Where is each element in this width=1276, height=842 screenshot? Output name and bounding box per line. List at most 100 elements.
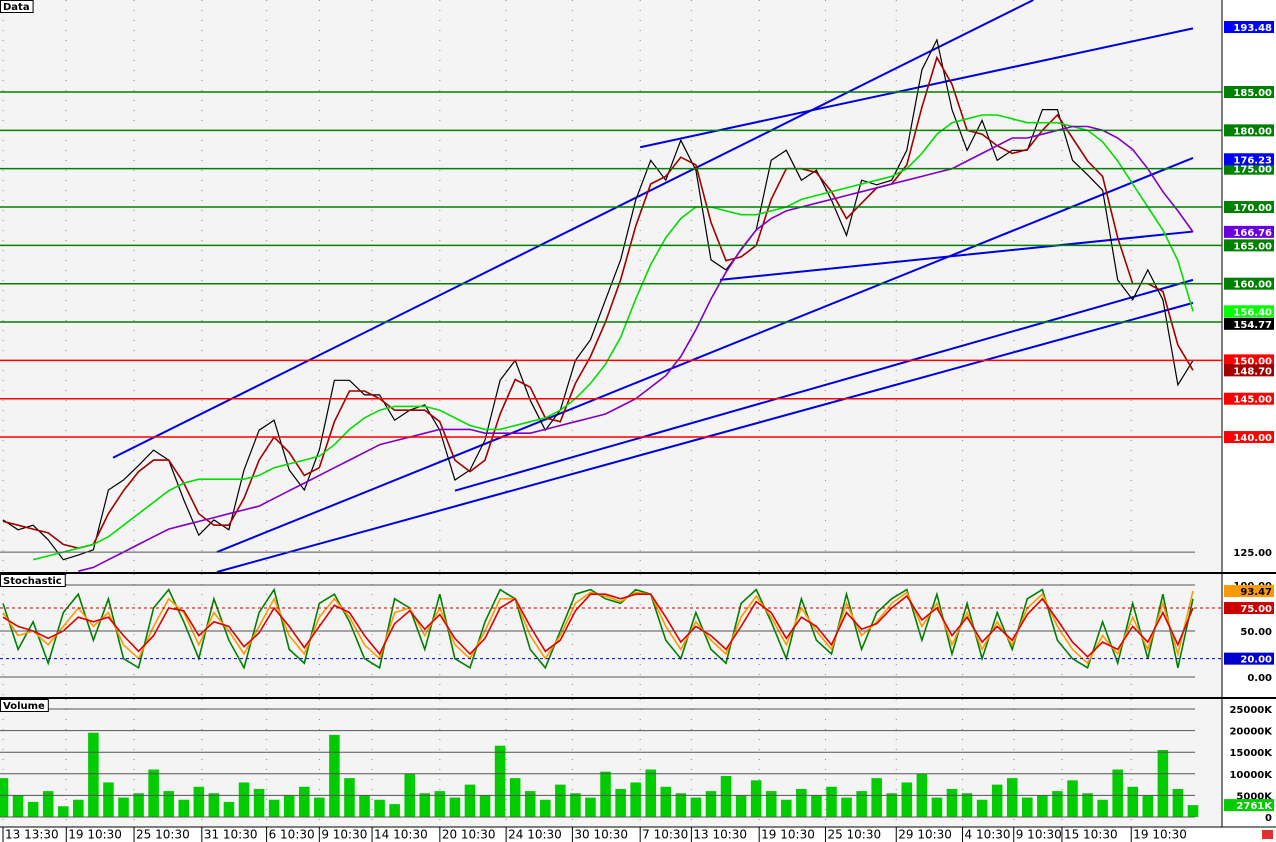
- x-tick-label: 19 10:30: [68, 828, 122, 842]
- bar: [208, 793, 220, 818]
- bar: [1037, 795, 1048, 818]
- bar: [163, 791, 174, 818]
- x-tick-label: 30 10:30: [574, 828, 628, 842]
- bar: [735, 795, 747, 818]
- bar: [961, 793, 973, 818]
- value-marker-label: 176.23: [1233, 155, 1272, 166]
- value-marker: [1224, 364, 1274, 377]
- series-line: [32, 114, 1194, 561]
- value-marker-label: 154.77: [1233, 320, 1272, 331]
- bar: [690, 797, 702, 818]
- bar: [1157, 750, 1169, 818]
- bar: [1022, 797, 1033, 818]
- panel: [0, 699, 1199, 827]
- bar: [344, 778, 355, 818]
- value-marker: [1224, 652, 1274, 665]
- bar: [1067, 780, 1078, 818]
- y-tick-label: 5000K: [1236, 791, 1273, 802]
- trend-line: [454, 278, 1194, 492]
- bar: [1172, 788, 1184, 818]
- bar: [931, 797, 943, 818]
- bar: [630, 782, 641, 818]
- panel: [2, 574, 1194, 697]
- bar: [268, 799, 280, 818]
- bar: [660, 786, 672, 818]
- y-tick-label: 25000K: [1229, 705, 1273, 716]
- bar: [826, 786, 837, 818]
- bar: [570, 793, 581, 818]
- bar: [253, 788, 265, 818]
- bar: [73, 799, 84, 818]
- bar: [434, 791, 446, 818]
- bar: [540, 799, 551, 818]
- bar: [901, 782, 913, 818]
- tick-box: [1224, 392, 1274, 405]
- tick-box: [1224, 239, 1274, 252]
- value-marker: [1224, 225, 1274, 238]
- bar: [976, 799, 988, 818]
- panel-title-box: [0, 0, 34, 13]
- x-tick-label: 20 10:30: [442, 828, 496, 842]
- bar: [314, 797, 325, 818]
- tick-box: [1224, 162, 1274, 175]
- bar: [298, 786, 310, 818]
- bar: [1142, 795, 1154, 818]
- x-tick-label: 13 13:30: [5, 828, 59, 842]
- y-tick-label: 15000K: [1229, 748, 1273, 759]
- y-tick-label: 50.00: [1240, 627, 1272, 638]
- series-line: [2, 593, 1194, 658]
- corner-icon[interactable]: [1262, 830, 1273, 839]
- plot-background: [0, 0, 1222, 827]
- bar: [600, 771, 611, 818]
- bar: [856, 791, 867, 818]
- value-marker: [1224, 317, 1274, 330]
- bar: [1112, 769, 1123, 818]
- bar: [419, 793, 431, 818]
- bar: [509, 778, 521, 818]
- bar: [464, 784, 476, 818]
- bar: [133, 793, 144, 818]
- bar: [796, 788, 807, 818]
- bar: [193, 786, 205, 818]
- x-tick-label: 19 10:30: [761, 828, 815, 842]
- trend-line: [112, 0, 1034, 459]
- bar: [555, 784, 566, 818]
- bar: [374, 799, 385, 818]
- bar: [148, 769, 159, 818]
- bar: [720, 775, 732, 818]
- value-marker-label: 148.70: [1233, 366, 1272, 377]
- tick-box: [1224, 201, 1274, 214]
- bar: [781, 799, 792, 818]
- bar: [57, 806, 69, 818]
- bar: [615, 788, 626, 818]
- value-marker-label: 166.76: [1233, 228, 1272, 239]
- bar: [238, 782, 250, 818]
- tick-box: [1224, 277, 1274, 290]
- value-marker: [1224, 153, 1274, 166]
- tick-box: [1224, 86, 1274, 99]
- bar: [329, 734, 340, 818]
- x-tick-label: 6 10:30: [269, 828, 315, 842]
- series-line: [2, 38, 1194, 561]
- bar: [645, 769, 656, 818]
- y-tick-label: 0.00: [1247, 673, 1272, 684]
- x-tick-label: 15 10:30: [1064, 828, 1118, 842]
- trend-line: [639, 27, 1194, 149]
- x-tick-label: 25 10:30: [136, 828, 190, 842]
- value-marker: [1224, 20, 1274, 33]
- value-marker: [1224, 585, 1274, 598]
- bar: [811, 795, 822, 818]
- bar: [12, 795, 24, 818]
- panel-title-box: [0, 574, 66, 587]
- y-tick-label: 150.00: [1233, 356, 1272, 367]
- y-tick-label: 180.00: [1233, 126, 1272, 137]
- y-tick-label: 125.00: [1233, 548, 1272, 559]
- x-tick-label: 9 10:30: [321, 828, 367, 842]
- bar: [118, 797, 129, 818]
- x-tick-label: 13 10:30: [693, 828, 747, 842]
- y-tick-label: 0: [1265, 813, 1272, 824]
- y-tick-label: 10000K: [1229, 770, 1273, 781]
- bar: [283, 795, 295, 818]
- bar: [0, 778, 9, 818]
